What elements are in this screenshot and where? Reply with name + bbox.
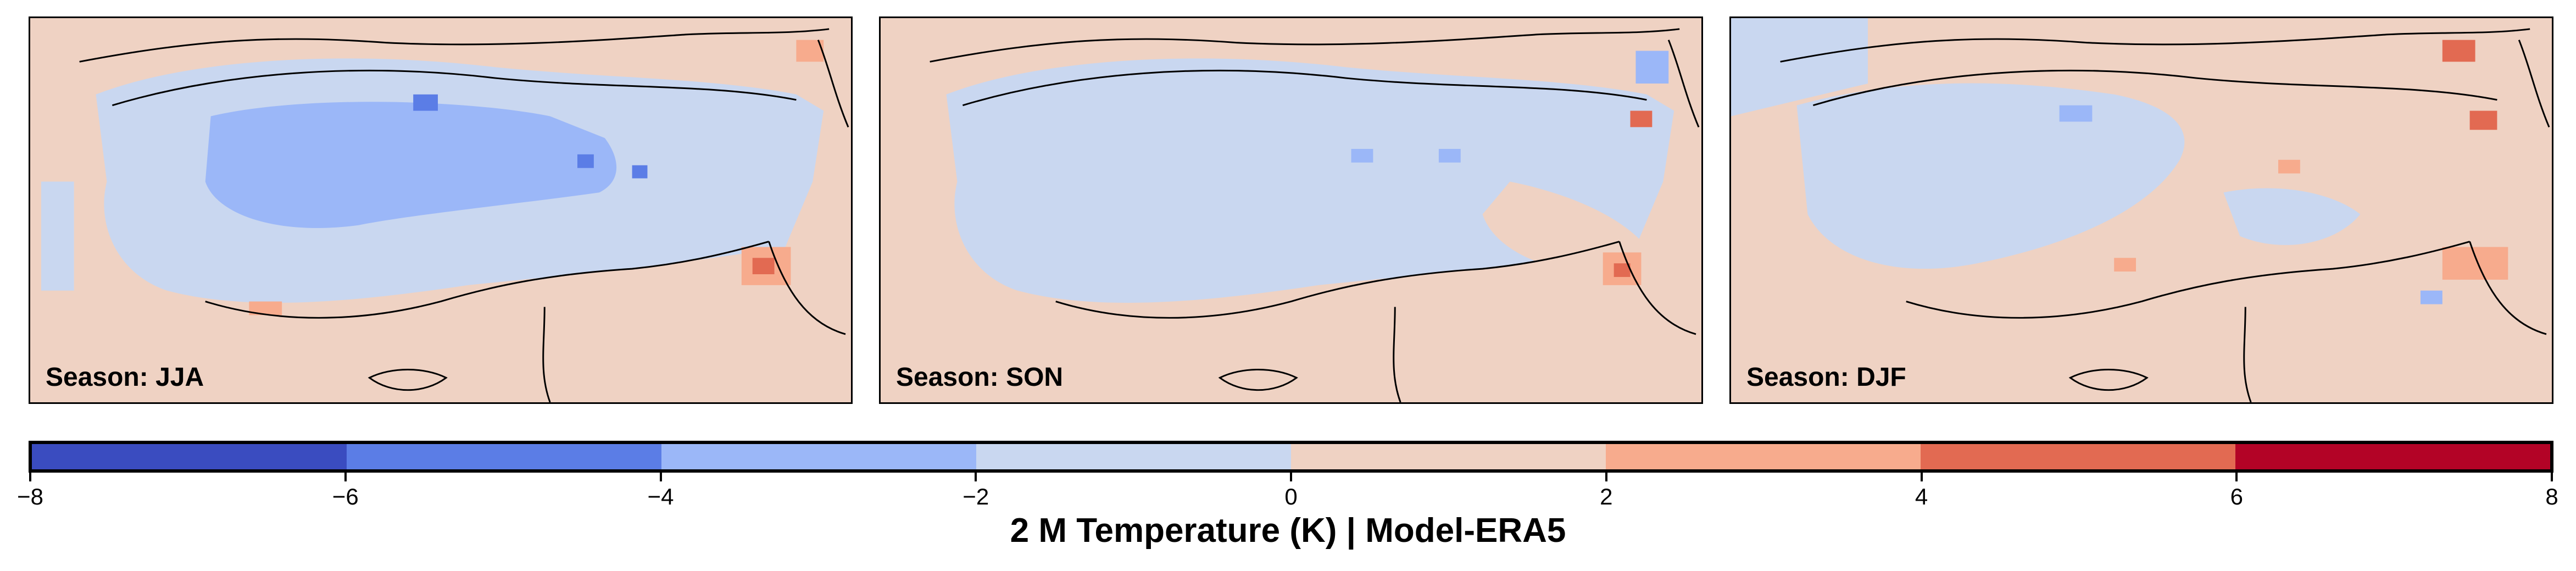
colorbar-title: 2 M Temperature (K) | Model-ERA5	[1010, 512, 1566, 550]
map-son	[881, 18, 1701, 402]
colorbar-segment	[1921, 444, 2235, 469]
colorbar-tick	[2551, 472, 2553, 481]
colorbar-segment	[976, 444, 1291, 469]
colorbar-segment	[32, 444, 347, 469]
colorbar-tick-label: 0	[1284, 484, 1298, 509]
colorbar-tick	[1290, 472, 1292, 481]
map-panel-djf: Season: DJF	[1729, 16, 2553, 404]
colorbar-tick-label: 2	[1600, 484, 1613, 509]
colorbar-tick-label: 6	[2230, 484, 2243, 509]
colorbar-tick	[659, 472, 662, 481]
colorbar-segment	[2235, 444, 2550, 469]
colorbar-segment	[1291, 444, 1606, 469]
colorbar-tick	[344, 472, 347, 481]
colorbar-tick	[29, 472, 31, 481]
map-jja	[30, 18, 851, 402]
map-panel-son: Season: SON	[879, 16, 1703, 404]
colorbar-tick-label: −4	[647, 484, 674, 509]
colorbar-tick-label: −8	[17, 484, 43, 509]
colorbar-tick-label: −6	[332, 484, 359, 509]
colorbar-segment	[347, 444, 661, 469]
colorbar	[29, 441, 2553, 473]
colorbar-tick-label: −2	[962, 484, 989, 509]
colorbar-tick	[1605, 472, 1607, 481]
colorbar-segment	[1606, 444, 1921, 469]
colorbar-tick-label: 8	[2545, 484, 2558, 509]
season-label-son: Season: SON	[896, 363, 1064, 392]
colorbar-segment	[661, 444, 976, 469]
colorbar-tick	[2235, 472, 2238, 481]
map-panel-jja: Season: JJA	[29, 16, 853, 404]
colorbar-tick	[975, 472, 977, 481]
map-djf	[1731, 18, 2552, 402]
colorbar-tick-label: 4	[1915, 484, 1928, 509]
season-label-djf: Season: DJF	[1746, 363, 1906, 392]
colorbar-tick	[1920, 472, 1923, 481]
season-label-jja: Season: JJA	[46, 363, 204, 392]
